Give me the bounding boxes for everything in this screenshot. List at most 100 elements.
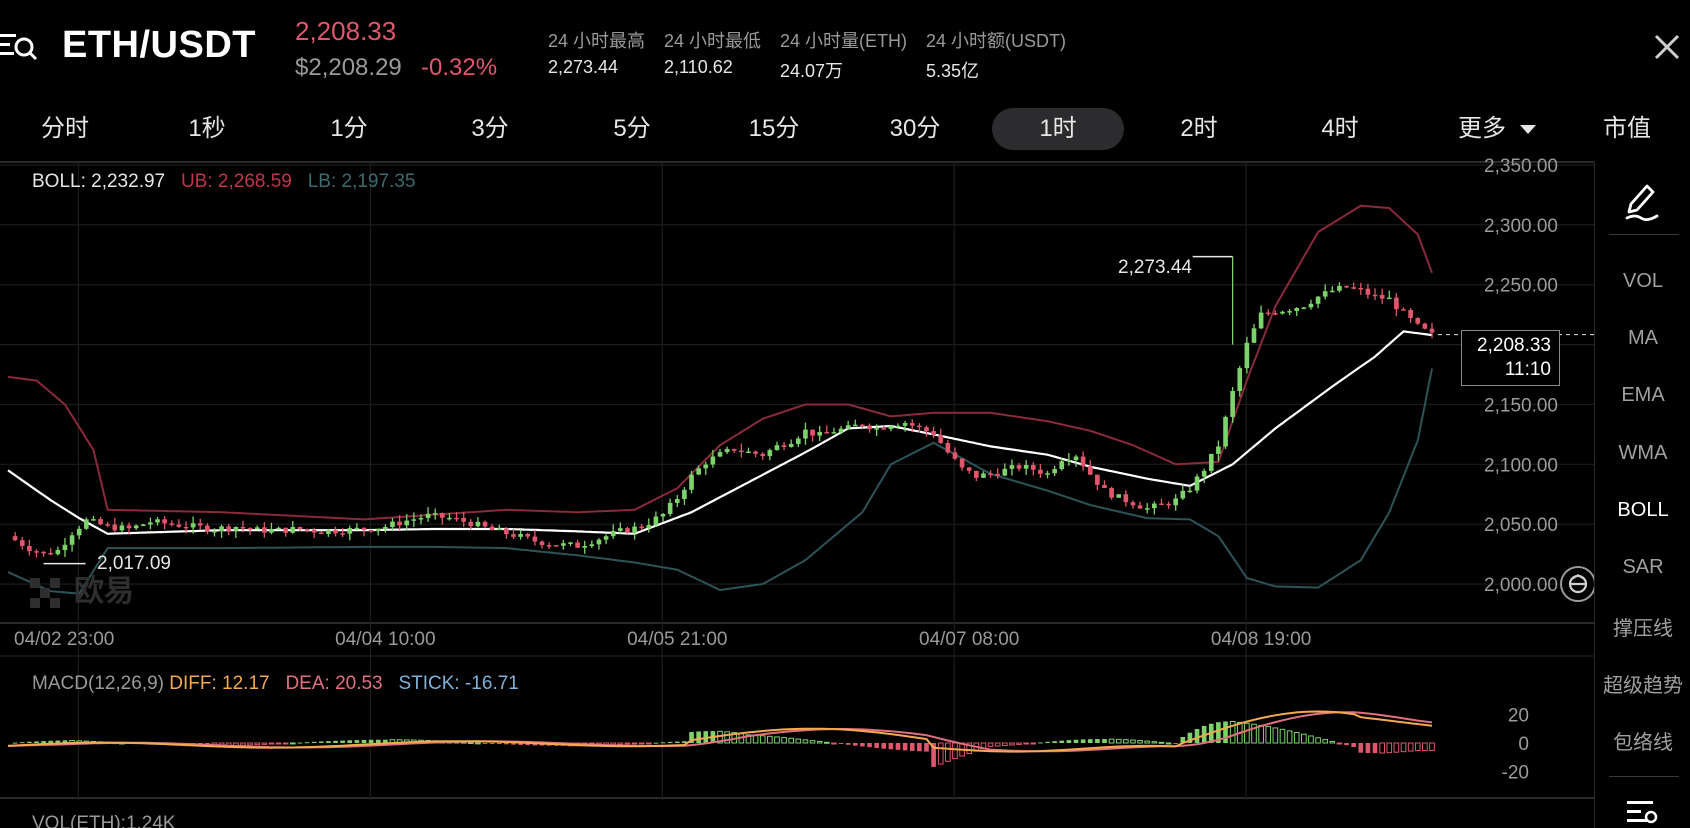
sidebar-item-support-resistance[interactable]: 撑压线 bbox=[1613, 618, 1673, 640]
candle-body bbox=[1016, 465, 1022, 469]
candle-body bbox=[966, 467, 972, 471]
sidebar-item-supertrend[interactable]: 超级趋势 bbox=[1603, 675, 1683, 697]
macd-histogram-bar bbox=[660, 742, 666, 744]
macd-histogram-bar bbox=[1279, 728, 1286, 744]
candle-body bbox=[197, 523, 203, 526]
candle-body bbox=[1322, 291, 1328, 297]
candle-body bbox=[660, 513, 666, 517]
timeframe-bar: 分时 1秒 1分 3分 5分 15分 30分 1时 2时 4时 更多 市值 bbox=[0, 104, 1690, 154]
candle-body bbox=[19, 540, 25, 546]
sidebar-item-ma[interactable]: MA bbox=[1628, 327, 1658, 349]
macd-histogram-bar bbox=[504, 743, 509, 745]
macd-histogram-bar bbox=[326, 741, 331, 743]
macd-histogram-bar bbox=[802, 739, 809, 744]
macd-histogram-bar bbox=[987, 742, 994, 747]
tab-timeframe-1h[interactable]: 1时 bbox=[992, 108, 1124, 150]
macd-histogram-bar bbox=[845, 743, 851, 745]
sidebar-item-envelope[interactable]: 包络线 bbox=[1613, 732, 1673, 754]
macd-histogram-bar bbox=[924, 743, 929, 752]
tab-timeframe-3m[interactable]: 3分 bbox=[471, 115, 509, 142]
macd-histogram-bar bbox=[752, 734, 759, 744]
candle-body bbox=[1273, 313, 1278, 315]
candle-body bbox=[717, 452, 723, 457]
candle-body bbox=[475, 521, 481, 527]
candle-body bbox=[140, 524, 146, 527]
candle-body bbox=[1045, 473, 1050, 475]
candle-body bbox=[148, 522, 153, 525]
candle-body bbox=[988, 473, 993, 475]
candle-body bbox=[461, 517, 466, 522]
indicator-settings-icon[interactable] bbox=[1627, 797, 1659, 827]
candle-body bbox=[511, 534, 516, 537]
tab-timeframe-1s[interactable]: 1秒 bbox=[188, 115, 226, 142]
candle-body bbox=[774, 445, 780, 451]
y-tick-label: 2,150.00 bbox=[1484, 395, 1558, 416]
candle-body bbox=[368, 529, 374, 532]
candle-body bbox=[84, 519, 89, 529]
macd-diff-line bbox=[7, 710, 1433, 753]
menu-search-icon[interactable] bbox=[0, 26, 40, 66]
macd-histogram-bar bbox=[1379, 742, 1385, 754]
candle-body bbox=[739, 450, 744, 453]
candle-body bbox=[311, 529, 317, 533]
macd-histogram-bar bbox=[1315, 737, 1321, 744]
tab-timeframe-30m[interactable]: 30分 bbox=[889, 115, 941, 142]
macd-histogram-bar bbox=[1137, 740, 1143, 744]
candle-body bbox=[917, 425, 922, 428]
candle-body bbox=[1087, 466, 1093, 475]
candle-body bbox=[496, 528, 502, 530]
candle-body bbox=[1244, 342, 1250, 369]
candle-body bbox=[852, 424, 858, 427]
candle-body bbox=[1408, 309, 1413, 318]
tab-timeframe-15m[interactable]: 15分 bbox=[748, 115, 800, 142]
candle-body bbox=[1415, 317, 1421, 324]
candle-body bbox=[105, 524, 110, 526]
sidebar-item-vol[interactable]: VOL bbox=[1622, 270, 1664, 292]
macd-histogram-bar bbox=[895, 743, 901, 750]
candle-body bbox=[710, 456, 716, 465]
candle-body bbox=[1216, 446, 1221, 454]
candle-body bbox=[482, 521, 488, 527]
more-dropdown[interactable]: 更多 bbox=[1432, 108, 1562, 150]
candle-body bbox=[183, 526, 189, 529]
macd-histogram-bar bbox=[1407, 742, 1414, 752]
candle-body bbox=[1372, 294, 1378, 297]
tab-timeframe-2h[interactable]: 2时 bbox=[1180, 115, 1218, 142]
candle-body bbox=[240, 526, 246, 529]
tab-timeframe-1m[interactable]: 1分 bbox=[330, 115, 368, 142]
candle-body bbox=[383, 527, 388, 529]
sidebar-item-ema[interactable]: EMA bbox=[1621, 384, 1665, 406]
sidebar-item-wma[interactable]: WMA bbox=[1618, 442, 1668, 464]
candle-body bbox=[518, 534, 523, 537]
macd-histogram-bar bbox=[917, 743, 922, 752]
candle-body bbox=[981, 473, 986, 478]
macd-histogram-bar bbox=[759, 735, 766, 744]
macd-histogram-bar bbox=[909, 743, 915, 751]
candle-body bbox=[432, 513, 438, 515]
candle-body bbox=[468, 521, 474, 527]
candle-body bbox=[1344, 285, 1349, 288]
pair-name[interactable]: ETH/USDT bbox=[62, 24, 256, 66]
macd-histogram-bar bbox=[1308, 735, 1314, 744]
macd-histogram-bar bbox=[816, 740, 823, 744]
macd-histogram-bar bbox=[1030, 742, 1037, 745]
stat-value: 2,110.62 bbox=[664, 57, 733, 77]
more-label: 更多 bbox=[1458, 115, 1506, 142]
sidebar-item-sar[interactable]: SAR bbox=[1622, 556, 1664, 578]
candle-body bbox=[845, 425, 851, 429]
tab-market-cap[interactable]: 市值 bbox=[1603, 115, 1651, 142]
macd-histogram-bar bbox=[745, 734, 752, 744]
x-tick-label: 04/08 19:00 bbox=[1211, 629, 1311, 650]
reset-view-icon[interactable] bbox=[1560, 566, 1596, 602]
macd-histogram-bar bbox=[966, 742, 973, 755]
tab-timeframe-5m[interactable]: 5分 bbox=[613, 115, 651, 142]
tab-timeframe-line[interactable]: 分时 bbox=[41, 115, 89, 142]
drawing-tool-icon[interactable] bbox=[1623, 178, 1663, 222]
macd-histogram-bar bbox=[289, 742, 296, 745]
close-icon[interactable] bbox=[1652, 32, 1682, 62]
candle-body bbox=[696, 468, 701, 475]
sidebar-item-boll[interactable]: BOLL bbox=[1617, 499, 1669, 521]
tab-timeframe-4h[interactable]: 4时 bbox=[1321, 115, 1359, 142]
candle-body bbox=[568, 542, 573, 544]
